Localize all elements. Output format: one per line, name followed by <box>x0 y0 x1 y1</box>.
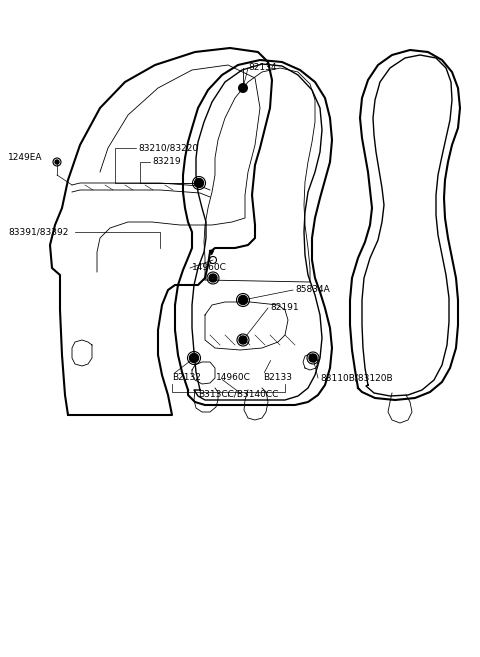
Text: 1249EA: 1249EA <box>8 154 43 162</box>
Circle shape <box>55 160 59 164</box>
Circle shape <box>239 336 247 344</box>
Text: 83110B/83120B: 83110B/83120B <box>320 373 393 382</box>
Circle shape <box>209 274 217 282</box>
Circle shape <box>194 179 204 187</box>
Text: B313CC/B3140CC: B313CC/B3140CC <box>198 390 278 399</box>
Circle shape <box>239 296 248 304</box>
Text: 83210/83220: 83210/83220 <box>138 143 198 152</box>
Circle shape <box>309 354 317 362</box>
Circle shape <box>238 83 248 93</box>
Circle shape <box>190 353 199 363</box>
Text: 82134: 82134 <box>248 64 276 72</box>
Text: 83219: 83219 <box>152 158 180 166</box>
Text: B2132: B2132 <box>172 373 201 382</box>
Text: B2133: B2133 <box>263 373 292 382</box>
Text: 82191: 82191 <box>270 304 299 313</box>
Text: 85834A: 85834A <box>295 286 330 294</box>
Text: 14960C: 14960C <box>192 263 227 273</box>
Text: 14960C: 14960C <box>216 373 251 382</box>
Text: 83391/83392: 83391/83392 <box>8 227 68 237</box>
